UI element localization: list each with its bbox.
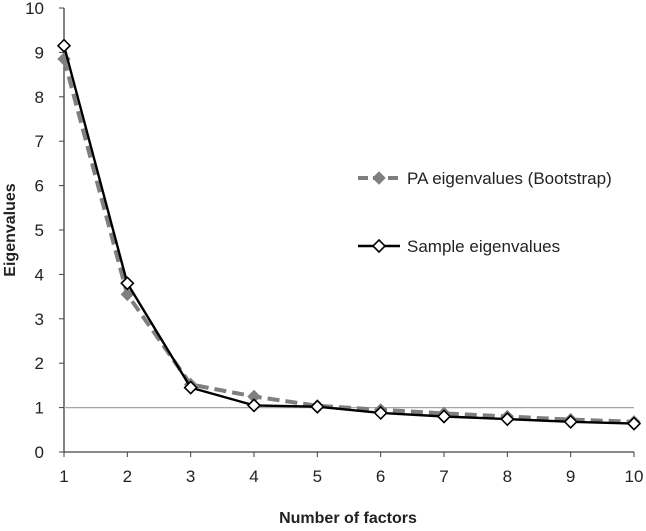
x-tick-label: 4 [249,467,258,486]
series-point-2 [310,399,325,414]
series-point-2 [56,38,72,53]
y-tick-label: 1 [35,399,44,418]
legend-label-2: Sample eigenvalues [407,237,560,256]
legend-label-1: PA eigenvalues (Bootstrap) [407,169,612,188]
x-tick-label: 2 [123,467,132,486]
y-tick-label: 9 [35,43,44,62]
series-point-2 [246,398,262,413]
legend-marker-1 [372,171,386,185]
series-point-2 [563,414,578,429]
y-axis-title: Eigenvalues [2,183,19,276]
y-tick-label: 2 [35,354,44,373]
series-point-2 [626,416,642,431]
series-point-2 [183,380,198,395]
series-point-1 [120,287,135,302]
series-layer [56,38,642,431]
x-tick-label: 9 [566,467,575,486]
y-tick-label: 4 [35,265,44,284]
series-point-2 [120,276,135,291]
y-tick-label: 7 [35,132,44,151]
legend-marker-2 [371,238,387,254]
y-tick-label: 3 [35,310,44,329]
series-point-2 [373,405,388,421]
y-tick-label: 10 [25,0,44,18]
series-line-1 [62,58,635,424]
x-tick-label: 6 [376,467,385,486]
x-tick-label: 5 [313,467,322,486]
y-tick-label: 6 [35,177,44,196]
x-tick-label: 7 [439,467,448,486]
series-line-2 [62,45,635,425]
legend: PA eigenvalues (Bootstrap) Sample eigenva… [358,169,612,256]
y-tick-label: 8 [35,88,44,107]
x-tick-label: 3 [186,467,195,486]
x-tick-label: 10 [625,467,644,486]
y-tick-label: 0 [35,443,44,462]
x-axis-title: Number of factors [279,510,417,527]
series-point-2 [436,409,452,424]
x-tick-label: 8 [503,467,512,486]
y-tick-label: 5 [35,221,44,240]
series-point-2 [500,412,515,427]
x-tick-label: 1 [59,467,68,486]
